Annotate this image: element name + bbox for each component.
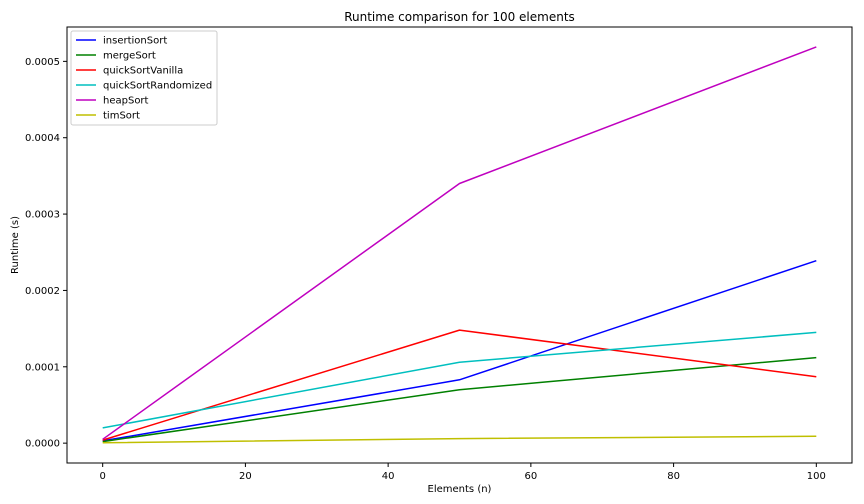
series-line-heapSort bbox=[102, 46, 817, 440]
y-tick-label: 0.0003 bbox=[25, 210, 60, 221]
x-tick-label: 40 bbox=[382, 471, 395, 482]
legend-label-mergeSort: mergeSort bbox=[103, 51, 156, 62]
series-line-quickSortRandomized bbox=[102, 331, 817, 429]
legend-label-insertionSort: insertionSort bbox=[103, 36, 167, 47]
legend-box bbox=[70, 30, 218, 126]
x-axis-title: Elements (n) bbox=[428, 484, 492, 495]
series-line-timSort bbox=[102, 435, 817, 444]
y-tick-label: 0.0001 bbox=[25, 362, 60, 373]
y-tick-label: 0.0004 bbox=[25, 133, 60, 144]
x-tick-label: 0 bbox=[99, 471, 105, 482]
y-tick-label: 0.0000 bbox=[25, 439, 60, 450]
y-tick-label: 0.0002 bbox=[25, 286, 60, 297]
x-axis: 0 20 40 60 80 100 bbox=[99, 463, 826, 482]
legend-label-heapSort: heapSort bbox=[103, 96, 149, 107]
legend-label-quickSortVanilla: quickSortVanilla bbox=[103, 66, 183, 77]
series-line-insertionSort bbox=[102, 259, 817, 442]
series-layer bbox=[102, 46, 817, 444]
chart-title: Runtime comparison for 100 elements bbox=[344, 10, 575, 24]
x-tick-label: 20 bbox=[239, 471, 252, 482]
legend-label-quickSortRandomized: quickSortRandomized bbox=[103, 81, 212, 92]
legend: insertionSort mergeSort quickSortVanilla qu… bbox=[70, 30, 218, 126]
y-axis: 0.0000 0.0001 0.0002 0.0003 0.0004 0.0005 bbox=[25, 57, 67, 450]
y-axis-title: Runtime (s) bbox=[10, 216, 21, 274]
x-tick-label: 80 bbox=[667, 471, 680, 482]
series-line-quickSortVanilla bbox=[102, 329, 817, 441]
plot-frame bbox=[66, 26, 853, 464]
y-tick-label: 0.0005 bbox=[25, 57, 60, 68]
x-tick-label: 60 bbox=[524, 471, 537, 482]
x-tick-label: 100 bbox=[807, 471, 826, 482]
legend-label-timSort: timSort bbox=[103, 111, 140, 122]
series-line-mergeSort bbox=[102, 356, 817, 443]
